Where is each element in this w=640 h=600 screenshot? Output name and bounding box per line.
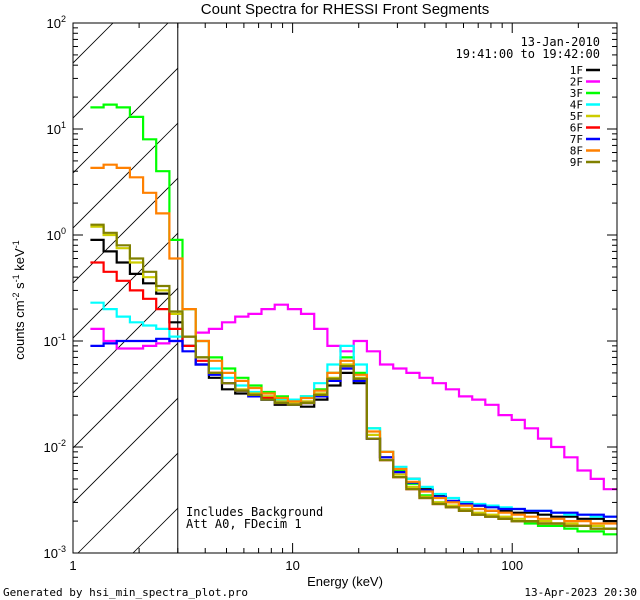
y-axis-label: counts cm-2 s-1 keV-1 xyxy=(11,240,27,359)
series-9F xyxy=(90,223,617,530)
legend-label-2F: 2F xyxy=(570,76,583,89)
annotation-attenuator: Att A0, FDecim 1 xyxy=(186,517,302,531)
y-tick-label: 101 xyxy=(47,120,66,137)
y-tick-label: 102 xyxy=(47,14,66,31)
hatch-line xyxy=(73,232,178,339)
annotation-background: Includes Background xyxy=(186,505,323,519)
y-tick-label: 100 xyxy=(47,226,66,243)
legend-label-7F: 7F xyxy=(570,133,583,146)
hatch-line xyxy=(73,342,178,449)
series-8F xyxy=(90,163,617,525)
hatch-line xyxy=(73,23,169,119)
footer-generated-by: Generated by hsi_min_spectra_plot.pro xyxy=(3,586,248,599)
hatch-line xyxy=(73,23,114,64)
series-7F xyxy=(90,337,617,518)
x-tick-label: 100 xyxy=(501,558,523,573)
legend-time: 19:41:00 to 19:42:00 xyxy=(456,47,601,61)
legend-label-6F: 6F xyxy=(570,122,583,135)
hatch-region xyxy=(73,23,178,553)
hatch-line xyxy=(73,397,178,504)
footer-timestamp: 13-Apr-2023 20:30 xyxy=(524,586,637,599)
x-axis-label: Energy (keV) xyxy=(307,574,383,589)
legend-label-9F: 9F xyxy=(570,156,583,169)
legend-label-1F: 1F xyxy=(570,64,583,77)
axes-group: 1 10 100 10-3 10-2 10-1 100 101 102 xyxy=(44,14,618,573)
hatch-line xyxy=(77,452,178,553)
y-tick-label: 10-2 xyxy=(44,438,66,455)
legend-label-4F: 4F xyxy=(570,99,583,112)
y-tick-label: 10-1 xyxy=(44,332,66,349)
chart-title: Count Spectra for RHESSI Front Segments xyxy=(201,1,489,18)
hatch-line xyxy=(73,122,178,229)
legend-date: 13-Jan-2010 xyxy=(521,35,600,49)
legend-label-8F: 8F xyxy=(570,145,583,158)
legend-label-3F: 3F xyxy=(570,87,583,100)
hatch-line xyxy=(73,177,178,284)
x-tick-label: 1 xyxy=(69,558,76,573)
plot-frame xyxy=(72,22,618,554)
y-tick-label: 10-3 xyxy=(44,544,66,561)
series-4F xyxy=(90,301,617,518)
hatch-line xyxy=(132,507,178,553)
series-group xyxy=(90,103,617,536)
x-tick-label: 10 xyxy=(285,558,299,573)
legend-label-5F: 5F xyxy=(570,110,583,123)
